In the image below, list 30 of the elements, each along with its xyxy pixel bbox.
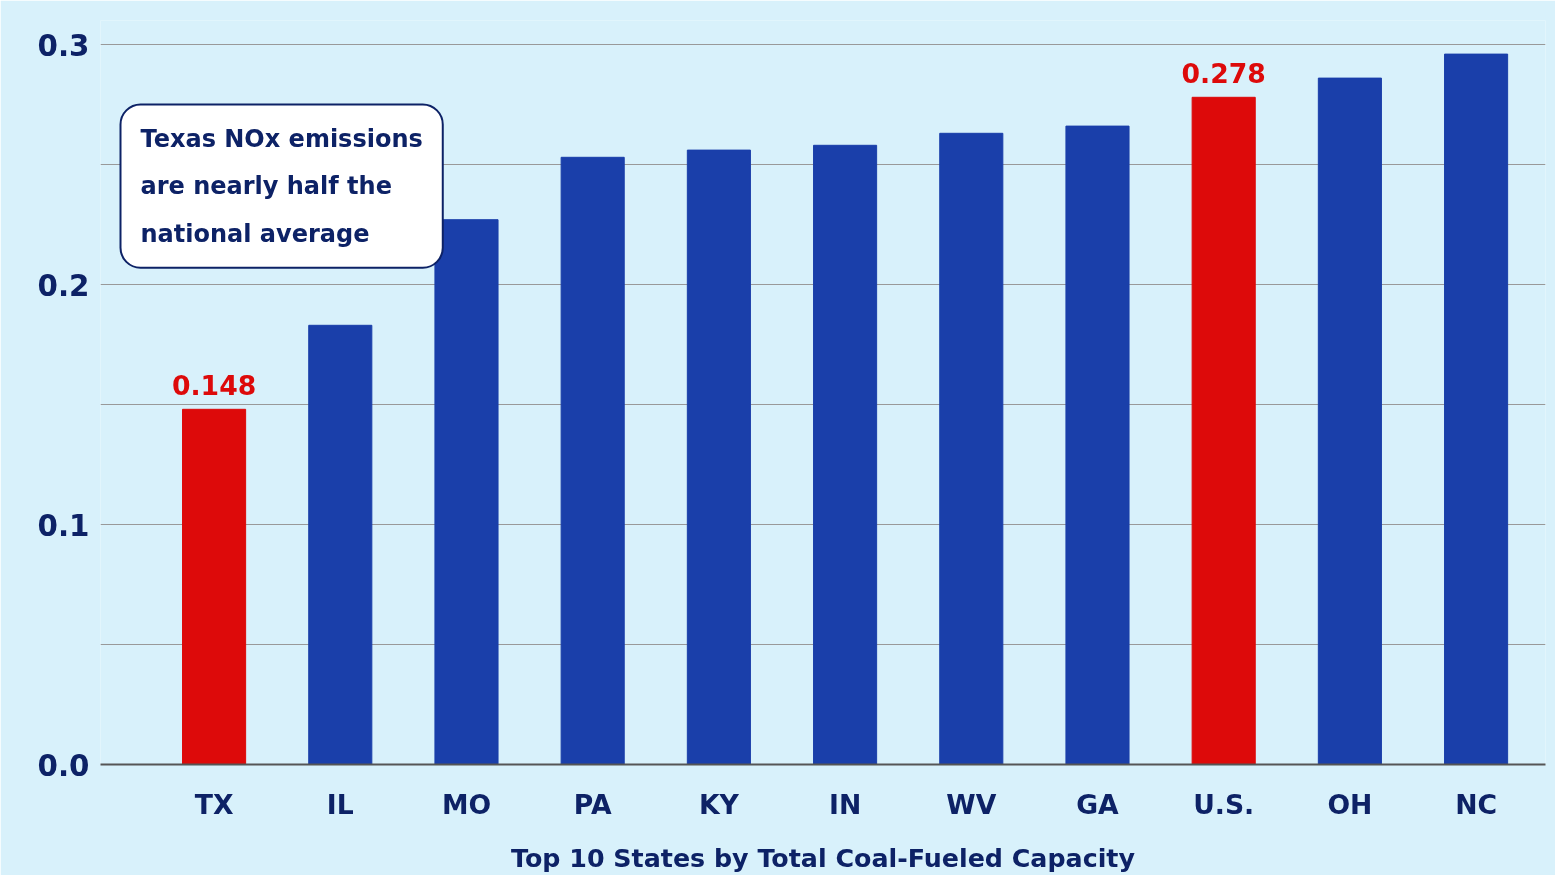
bar <box>434 219 499 765</box>
x-tick-label: U.S. <box>1193 788 1255 820</box>
x-tick-label: NC <box>1455 788 1498 820</box>
x-axis-title: Top 10 States by Total Coal-Fueled Capacity <box>511 842 1136 873</box>
y-tick-label: 0.3 <box>37 28 90 63</box>
bar <box>1317 77 1382 765</box>
x-tick-label: IL <box>326 788 354 820</box>
y-tick-label: 0.1 <box>37 508 90 543</box>
y-tick-label: 0.2 <box>37 268 90 303</box>
x-tick-label: GA <box>1076 788 1120 820</box>
y-tick-label: 0.0 <box>37 748 90 783</box>
bar <box>182 408 247 765</box>
x-tick-label: KY <box>698 788 740 820</box>
bar <box>813 144 878 765</box>
bar <box>560 156 625 765</box>
x-tick-label: IN <box>828 788 862 820</box>
bar <box>686 149 751 765</box>
data-label: 0.278 <box>1181 58 1266 90</box>
bar <box>308 324 373 765</box>
data-label: 0.148 <box>171 370 257 402</box>
bar <box>939 132 1004 765</box>
x-tick-label: PA <box>573 788 612 820</box>
bar <box>1444 53 1509 765</box>
x-tick-label: WV <box>946 788 997 820</box>
x-tick-label: TX <box>194 788 234 820</box>
x-tick-label: OH <box>1327 788 1373 820</box>
x-tick-label: MO <box>441 788 492 820</box>
bar <box>1065 125 1130 765</box>
bar <box>1191 96 1256 765</box>
annotation: Texas NOx emissions are nearly half the national average <box>140 124 423 248</box>
